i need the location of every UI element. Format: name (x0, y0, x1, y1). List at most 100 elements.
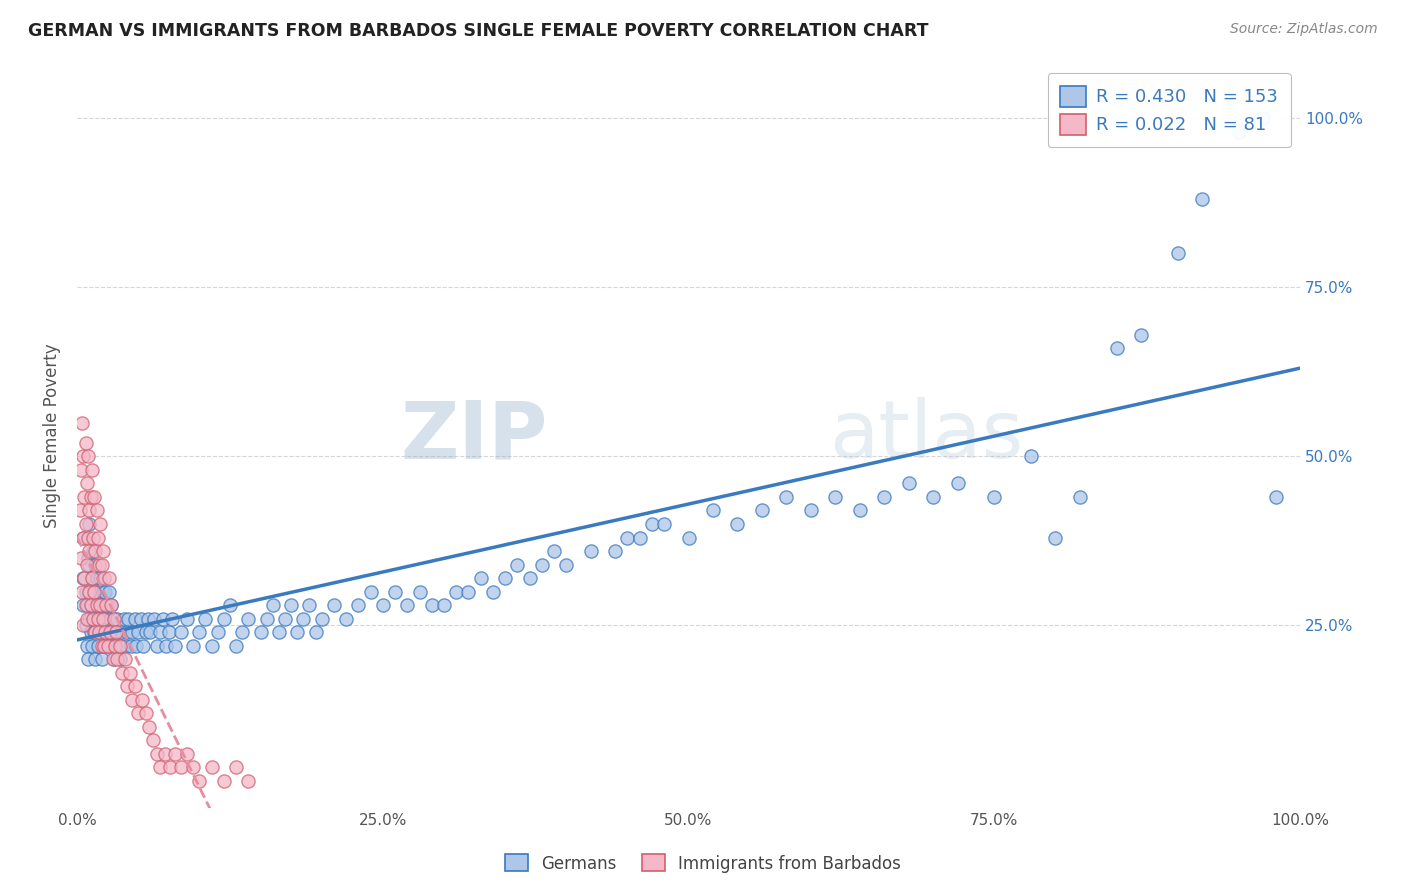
Point (188, 625, 211, 640)
Point (77, 652, 100, 666)
Point (751, 503, 773, 517)
Point (114, 652, 136, 666)
Point (115, 639, 138, 653)
Point (159, 760, 181, 774)
Point (335, 612, 357, 626)
Point (90, 652, 112, 666)
Point (555, 558, 578, 572)
Point (201, 639, 224, 653)
Point (322, 598, 344, 612)
Point (79, 544, 101, 558)
Point (87, 531, 110, 545)
Point (628, 531, 651, 545)
Point (1253, 111, 1275, 125)
Point (176, 747, 198, 761)
Point (145, 639, 167, 653)
Point (87, 625, 110, 640)
Point (946, 476, 969, 491)
Point (75, 598, 97, 612)
Point (101, 652, 124, 666)
Point (285, 625, 308, 640)
Point (457, 584, 479, 599)
Point (103, 612, 125, 626)
Point (93, 598, 115, 612)
Point (101, 625, 124, 640)
Point (149, 760, 172, 774)
Point (94, 625, 117, 640)
Point (616, 531, 638, 545)
Point (112, 612, 135, 626)
Point (494, 571, 516, 585)
Point (79, 584, 101, 599)
Point (87, 625, 110, 640)
Point (76, 598, 98, 612)
Point (87, 558, 110, 572)
Point (97, 639, 120, 653)
Point (97, 598, 120, 612)
Point (69, 463, 91, 477)
Point (124, 612, 146, 626)
Point (420, 598, 443, 612)
Point (79, 558, 101, 572)
Point (274, 612, 297, 626)
Point (304, 625, 326, 640)
Point (219, 598, 242, 612)
Point (82, 531, 104, 545)
Point (98, 612, 121, 626)
Point (115, 625, 138, 640)
Point (107, 639, 129, 653)
Point (69, 503, 91, 517)
Point (433, 598, 456, 612)
Point (73, 490, 96, 504)
Point (87, 639, 110, 653)
Point (90, 558, 112, 572)
Point (82, 612, 104, 626)
Point (1130, 327, 1153, 342)
Point (800, 503, 823, 517)
Point (77, 550, 100, 565)
Point (69, 550, 91, 565)
Point (73, 571, 96, 585)
Point (1264, 490, 1286, 504)
Point (506, 558, 529, 572)
Point (84, 598, 107, 612)
Text: ZIP: ZIP (401, 397, 548, 475)
Point (75, 435, 97, 450)
Point (83, 490, 105, 504)
Point (207, 625, 229, 640)
Point (249, 625, 271, 640)
Point (848, 503, 870, 517)
Point (267, 625, 290, 640)
Point (72, 531, 94, 545)
Point (139, 625, 162, 640)
Point (89, 571, 111, 585)
Point (108, 639, 131, 653)
Point (256, 612, 278, 626)
Point (96, 598, 118, 612)
Point (91, 612, 114, 626)
Point (678, 531, 700, 545)
Point (727, 516, 749, 531)
Legend: R = 0.430   N = 153, R = 0.022   N = 81: R = 0.430 N = 153, R = 0.022 N = 81 (1047, 73, 1291, 147)
Point (170, 625, 193, 640)
Point (83, 584, 105, 599)
Point (83, 584, 105, 599)
Point (127, 625, 149, 640)
Point (347, 598, 370, 612)
Point (212, 612, 235, 626)
Point (76, 639, 98, 653)
Point (104, 639, 127, 653)
Point (80, 571, 103, 585)
Point (311, 612, 333, 626)
Point (77, 450, 100, 464)
Point (107, 612, 129, 626)
Point (519, 571, 541, 585)
Point (1105, 341, 1128, 355)
Point (121, 693, 143, 707)
Point (873, 490, 896, 504)
Point (824, 490, 846, 504)
Point (110, 625, 132, 640)
Point (225, 639, 247, 653)
Point (100, 639, 122, 653)
Point (79, 598, 101, 612)
